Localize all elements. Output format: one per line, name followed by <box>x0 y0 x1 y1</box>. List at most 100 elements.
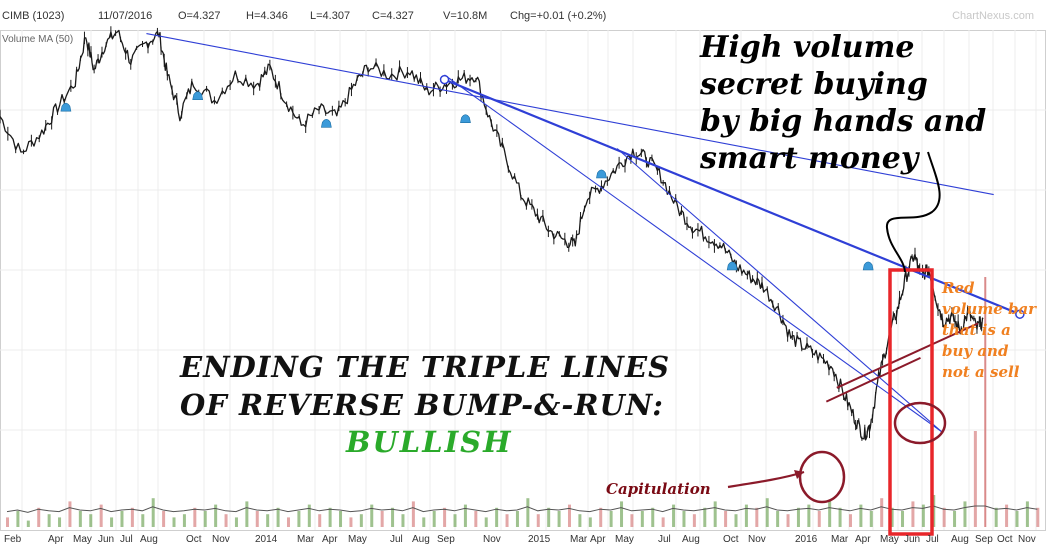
volume-bar-36 <box>380 511 384 527</box>
volume-bar-94 <box>984 277 987 527</box>
x-tick-0: Feb <box>4 534 22 545</box>
x-tick-24: 2016 <box>795 534 818 545</box>
capitulation-arrowhead <box>794 470 804 479</box>
volume-bar-33 <box>349 517 353 527</box>
volume-ma-line <box>6 505 1038 513</box>
x-tick-23: Nov <box>748 534 766 545</box>
volume-bar-11 <box>120 511 124 527</box>
volume-bar-65 <box>682 511 686 527</box>
volume-bar-5 <box>58 517 62 527</box>
red-volume-note-2: volume bar <box>942 300 1037 318</box>
note-high-volume-4: smart money <box>700 141 919 176</box>
red-volume-note-1: Red <box>942 279 975 297</box>
volume-bar-90 <box>942 507 946 527</box>
watermark-label: ChartNexus.com <box>952 10 1034 22</box>
event-marker-4 <box>596 169 607 179</box>
volume-bar-19 <box>203 511 207 527</box>
x-tick-2: May <box>73 534 92 545</box>
event-marker-2 <box>320 119 332 128</box>
volume-bar-1 <box>16 511 20 527</box>
volume-bar-49 <box>515 511 519 527</box>
volume-bar-43 <box>453 514 457 527</box>
volume-bar-37 <box>391 507 395 527</box>
volume-bar-71 <box>744 504 748 527</box>
open-label: O=4.327 <box>178 10 221 22</box>
event-marker-0 <box>60 102 72 112</box>
volume-bar-48 <box>505 514 509 527</box>
trendline-3 <box>616 148 942 432</box>
volume-bar-76 <box>796 507 800 527</box>
trendline-2 <box>444 74 942 432</box>
red-volume-note-4: buy and <box>942 342 1009 360</box>
x-tick-9: Mar <box>297 534 315 545</box>
x-tick-22: Oct <box>723 534 739 545</box>
note-high-volume-3: by big hands and <box>700 104 987 139</box>
volume-bar-21 <box>224 514 228 527</box>
volume-bar-64 <box>672 504 676 527</box>
bullish-label: BULLISH <box>346 425 513 459</box>
volume-bar-85 <box>890 507 894 527</box>
volume-bar-75 <box>786 514 790 527</box>
volume-bar-41 <box>432 511 436 527</box>
volume-bar-68 <box>713 501 717 527</box>
volume-bar-12 <box>130 507 134 527</box>
volume-bar-20 <box>214 504 218 527</box>
support-line-4 <box>825 356 921 403</box>
volume-bar-47 <box>495 507 499 527</box>
price-series <box>0 29 984 441</box>
x-tick-29: Jul <box>926 534 939 545</box>
volume-bar-70 <box>734 514 738 527</box>
x-tick-4: Jul <box>120 534 133 545</box>
x-tick-31: Sep <box>975 534 993 545</box>
volume-bar-57 <box>599 507 603 527</box>
volume-bar-25 <box>266 514 270 527</box>
volume-bar-53 <box>557 511 561 527</box>
volume-bar-46 <box>484 517 488 527</box>
support-line-5 <box>836 322 979 389</box>
high-label: H=4.346 <box>246 10 288 22</box>
change-label: Chg=+0.01 (+0.2%) <box>510 10 607 22</box>
x-tick-6: Oct <box>186 534 202 545</box>
note-pointer <box>885 151 941 273</box>
volume-bar-93 <box>973 431 977 527</box>
volume-bar-69 <box>724 511 728 527</box>
volume-highlight-box <box>888 268 934 536</box>
x-tick-8: 2014 <box>255 534 278 545</box>
volume-bar-66 <box>692 514 696 527</box>
volume-bar-34 <box>359 514 363 527</box>
note-high-volume-1: High volume <box>700 30 915 65</box>
volume-bar-42 <box>443 507 447 527</box>
volume-bar-78 <box>817 511 821 527</box>
title-line-1: ENDING THE TRIPLE LINES <box>180 350 671 384</box>
event-marker-5 <box>726 261 738 271</box>
x-tick-3: Jun <box>98 534 115 545</box>
volume-bar-63 <box>661 517 665 527</box>
x-tick-1: Apr <box>48 534 64 545</box>
trendline-1 <box>444 78 1021 316</box>
volume-bar-54 <box>567 504 571 527</box>
x-tick-16: 2015 <box>528 534 551 545</box>
recovery-circle <box>893 401 947 445</box>
volume-bar-81 <box>848 514 852 527</box>
low-label: L=4.307 <box>310 10 351 22</box>
volume-bar-35 <box>370 504 374 527</box>
volume-bar-4 <box>47 514 51 527</box>
volume-bar-9 <box>99 504 103 527</box>
x-tick-19: May <box>615 534 634 545</box>
volume-bar-92 <box>963 501 967 527</box>
volume-bar-79 <box>828 501 832 527</box>
volume-bar-72 <box>755 507 759 527</box>
volume-bar-10 <box>110 517 114 527</box>
volume-bar-0 <box>6 517 9 527</box>
trendline-anchor-end <box>1015 309 1025 319</box>
close-label: C=4.327 <box>372 10 414 22</box>
x-tick-17: Mar <box>570 534 588 545</box>
volume-bar-32 <box>339 511 343 527</box>
note-high-volume-2: secret buying <box>700 67 928 102</box>
volume-bar-17 <box>182 514 186 527</box>
volume-bar-98 <box>1025 501 1029 527</box>
volume-bar-23 <box>245 501 249 527</box>
volume-bar-39 <box>411 501 415 527</box>
volume-bar-73 <box>765 498 769 527</box>
